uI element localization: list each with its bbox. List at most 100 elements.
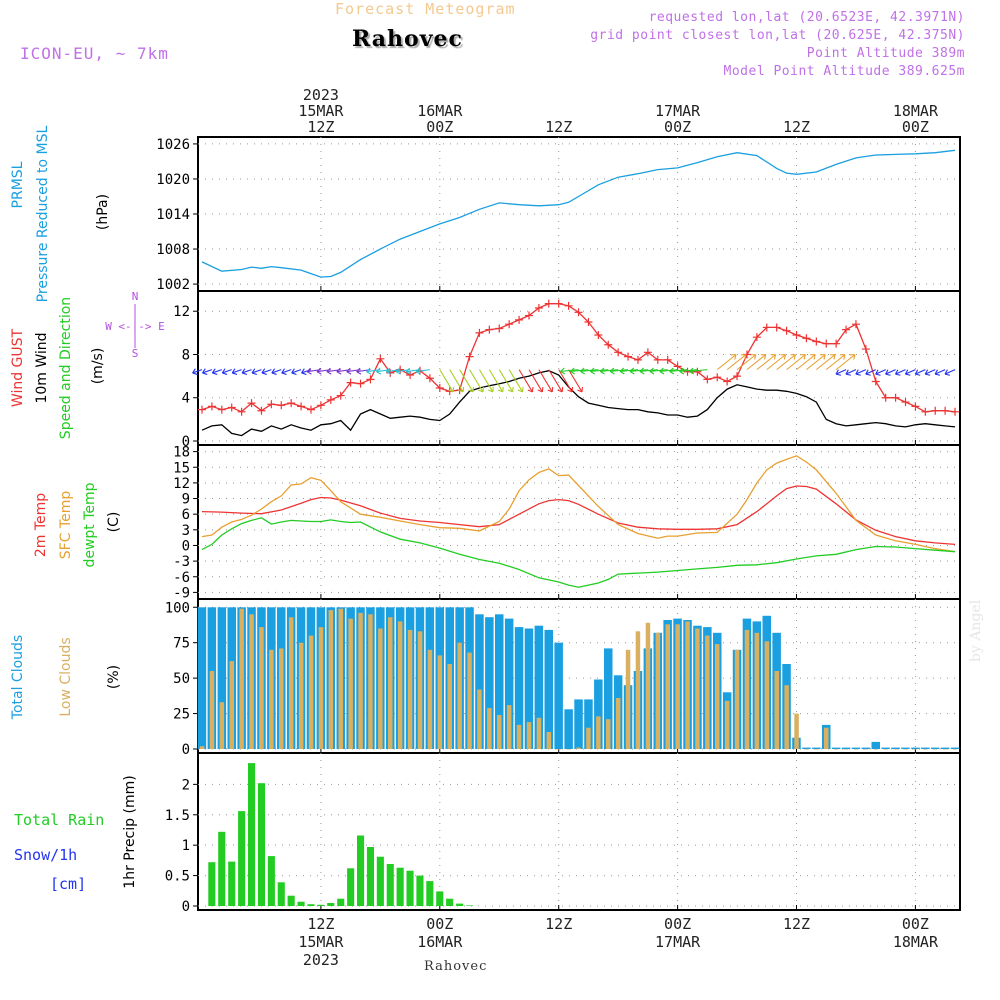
total-clouds-label: Total Clouds [10,635,26,720]
bar-low-clouds [199,746,205,749]
clouds-unit: (%) [106,665,122,689]
y-tick-label: 1014 [156,207,190,223]
gust-marker [584,318,593,327]
gust-marker [723,377,732,386]
wind-arrow-head [839,354,846,360]
wind-arrow [508,369,524,393]
bar-total-clouds [940,747,950,749]
wind-arrow [746,354,767,371]
wind-arrow [610,369,629,372]
gust-marker [633,355,642,364]
wind-arrow-head [865,369,871,376]
wind-arrow-head [192,368,198,375]
bar-low-clouds [348,618,353,749]
wind-arrow-head [385,367,391,375]
bar-low-clouds [863,749,869,750]
wind-arrow [570,369,589,372]
gust-marker [346,378,355,387]
gust-marker [287,399,296,408]
bar-total-rain [248,763,256,906]
gust-marker [851,320,860,329]
wind-arrow-head [689,367,695,375]
gust-marker [534,303,543,312]
wind-arrow-head [560,367,566,375]
bottom-time-label: 12Z [545,915,572,933]
wind-arrow-head [281,368,287,375]
y-tick-label: 0 [182,742,190,758]
wind-arrow-head [405,367,411,375]
footer-location: Rahovec [424,959,488,974]
wind-arrow-head [875,369,881,376]
bar-low-clouds [209,671,215,749]
gust-marker [257,406,266,415]
wind-arrow-head [944,369,951,376]
gust-marker [693,367,702,376]
wind-arrow [776,354,796,371]
top-time-label: 12Z [545,118,572,136]
wind-arrow [518,369,533,393]
wind-arrow-head [619,367,625,375]
top-time-label: 16MAR [417,102,463,120]
gust-marker [524,311,533,320]
y-tick-label: 75 [173,636,190,652]
bottom-time-label: 17MAR [655,933,701,951]
bar-total-rain [297,901,305,906]
bar-total-clouds [950,747,960,749]
gust-marker [733,372,742,381]
top-time-label: 12Z [307,118,334,136]
gust-marker [554,299,563,308]
bar-total-rain [366,847,374,906]
series-line-10m-wind [201,370,956,437]
wind-arrow [261,369,272,374]
wind-arrow [222,369,232,374]
gust-marker [822,339,831,348]
bar-total-clouds [574,699,583,749]
bar-total-rain [456,903,464,906]
bar-low-clouds [675,624,680,749]
y-tick-label: 8 [182,347,190,363]
gust-marker [752,333,761,342]
bar-total-rain [238,811,246,906]
y-tick-label: 12 [173,304,190,320]
bar-low-clouds [497,715,502,749]
gust-marker [515,315,524,324]
bar-low-clouds [467,652,472,749]
gust-marker [673,362,682,371]
wind-arrow-head [316,367,322,375]
top-time-label: 00Z [664,118,691,136]
snow-unit: [cm] [50,875,86,893]
bar-low-clouds [417,631,423,749]
wind-arrow [488,369,504,393]
wind-arrow-head [835,369,842,376]
wind-arrow [796,354,816,371]
wind-arrow-head [659,367,665,375]
bar-low-clouds [556,749,561,750]
wind-arrow-head [810,354,816,360]
bar-total-rain [347,868,355,906]
gust-marker [435,384,444,393]
wind-arrow-head [376,367,382,375]
bar-low-clouds [903,749,908,750]
top-time-label: 17MAR [655,102,701,120]
bar-total-clouds [504,618,514,749]
bar-total-clouds [495,614,504,749]
wind-arrow [855,369,867,375]
bar-low-clouds [596,716,601,749]
bar-total-clouds [851,747,861,749]
wind-arrow-head [488,386,494,393]
bar-total-clouds [802,747,811,749]
gust-marker [217,405,226,414]
wind-arrow-head [800,354,806,360]
wind-arrow [439,369,454,393]
bar-total-clouds [841,747,851,749]
y-tick-label: 2 [182,777,190,793]
wind-arrow-head [934,369,941,376]
wind-arrow [835,369,847,375]
bar-low-clouds [586,727,591,749]
bar-low-clouds [397,621,403,749]
bar-total-clouds [197,607,207,749]
gust-marker [931,406,940,415]
wind-arrow [934,369,946,375]
bar-total-clouds [831,747,841,749]
